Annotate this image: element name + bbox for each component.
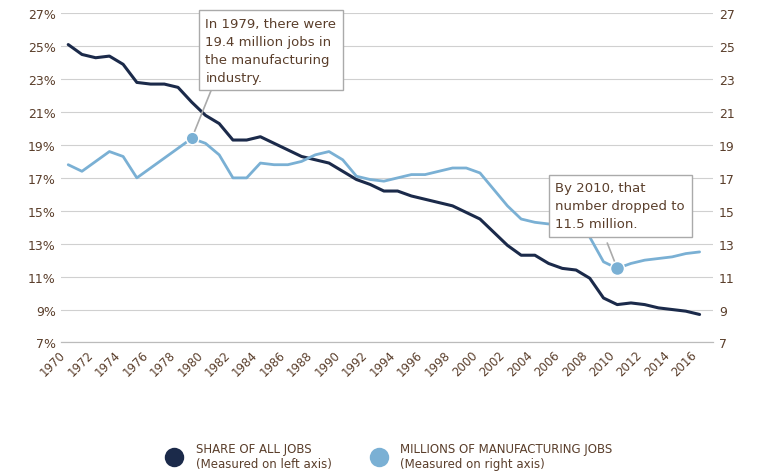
Text: In 1979, there were
19.4 million jobs in
the manufacturing
industry.: In 1979, there were 19.4 million jobs in… bbox=[206, 18, 337, 84]
Text: By 2010, that
number dropped to
11.5 million.: By 2010, that number dropped to 11.5 mil… bbox=[555, 182, 685, 231]
Legend: SHARE OF ALL JOBS
(Measured on left axis), MILLIONS OF MANUFACTURING JOBS
(Measu: SHARE OF ALL JOBS (Measured on left axis… bbox=[158, 437, 617, 475]
Text: In 1979, there were: In 1979, there were bbox=[216, 18, 344, 30]
